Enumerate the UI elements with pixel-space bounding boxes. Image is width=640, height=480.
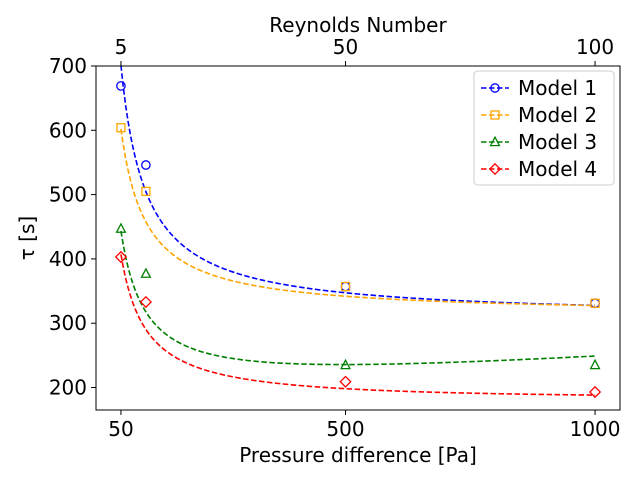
x-tick-label: 50 bbox=[108, 417, 133, 441]
secondary-x-tick-label: 100 bbox=[576, 35, 614, 59]
data-point-3-4 bbox=[589, 358, 601, 370]
legend-item-4: Model 4 bbox=[481, 157, 597, 181]
legend-swatch-marker bbox=[489, 135, 501, 147]
x-tick-label: 500 bbox=[326, 417, 364, 441]
data-point-4-3 bbox=[339, 375, 352, 388]
data-point-3-2 bbox=[140, 267, 152, 278]
y-tick-label: 500 bbox=[49, 183, 87, 207]
data-point-2-4 bbox=[590, 298, 600, 308]
y-tick-label: 200 bbox=[49, 375, 87, 399]
data-point-1-3 bbox=[340, 281, 351, 292]
data-point-1-2 bbox=[141, 160, 151, 170]
data-point-2-3 bbox=[340, 281, 351, 292]
y-tick-label: 300 bbox=[49, 311, 87, 335]
secondary-x-axis-title: Reynolds Number bbox=[269, 13, 447, 37]
series-line-2 bbox=[120, 128, 596, 307]
data-point-4-2 bbox=[139, 295, 153, 309]
legend-item-2: Model 2 bbox=[481, 103, 597, 127]
data-point-3-1 bbox=[115, 222, 127, 233]
legend-label: Model 4 bbox=[518, 157, 597, 181]
y-axis-title: τ [s] bbox=[15, 216, 39, 260]
legend: Model 1 Model 2 Model 3 Model 4 bbox=[473, 70, 615, 186]
legend-label: Model 3 bbox=[518, 130, 597, 154]
y-tick-label: 600 bbox=[49, 118, 87, 142]
legend-swatch-marker bbox=[490, 110, 500, 120]
legend-item-1: Model 1 bbox=[481, 76, 597, 100]
y-tick-label: 400 bbox=[49, 247, 87, 271]
series-line-4 bbox=[120, 254, 596, 396]
y-tick-label: 700 bbox=[49, 54, 87, 78]
data-point-2-2 bbox=[141, 186, 151, 197]
secondary-x-tick-label: 50 bbox=[333, 35, 358, 59]
x-tick-label: 1000 bbox=[570, 417, 621, 441]
legend-swatch-marker bbox=[490, 83, 500, 93]
data-point-3-3 bbox=[340, 358, 351, 370]
x-axis-title: Pressure difference [Pa] bbox=[239, 443, 477, 467]
legend-item-3: Model 3 bbox=[481, 130, 597, 154]
legend-label: Model 1 bbox=[518, 76, 597, 100]
secondary-x-tick-label: 5 bbox=[115, 35, 128, 59]
series-line-3 bbox=[120, 230, 596, 366]
data-point-2-1 bbox=[116, 123, 126, 133]
data-point-1-1 bbox=[116, 81, 126, 91]
data-point-1-4 bbox=[590, 298, 600, 309]
legend-swatch-marker bbox=[488, 162, 502, 176]
data-point-4-1 bbox=[114, 250, 128, 264]
data-point-4-4 bbox=[588, 385, 602, 399]
plot-frame bbox=[95, 65, 621, 411]
legend-box bbox=[473, 70, 615, 186]
legend-label: Model 2 bbox=[518, 103, 597, 127]
series-markers bbox=[114, 81, 602, 399]
series-curves bbox=[120, 65, 596, 396]
